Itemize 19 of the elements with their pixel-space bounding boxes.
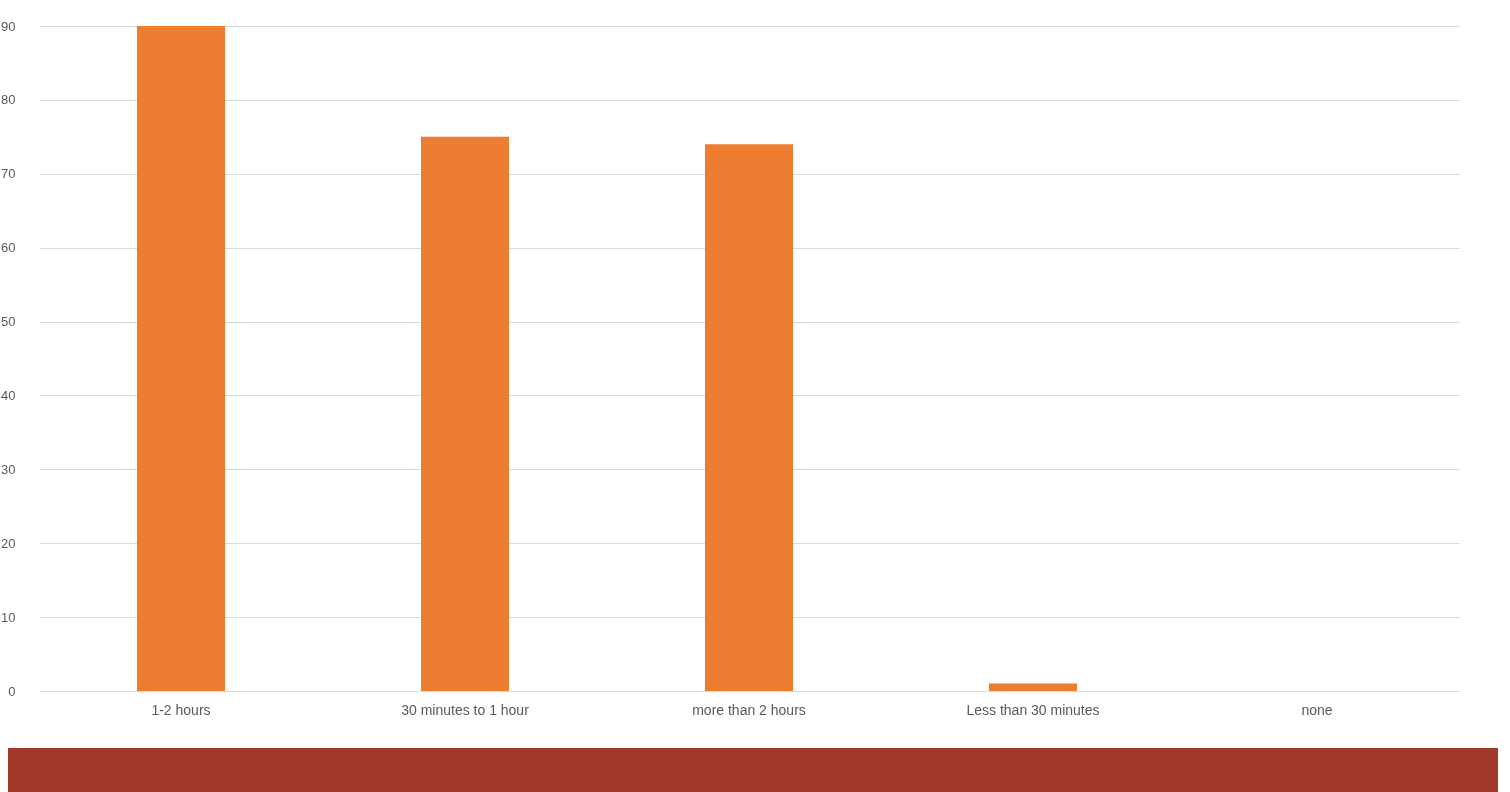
y-tick-label: 10 [1, 609, 16, 625]
y-tick-label: 30 [1, 461, 16, 477]
x-tick-label: more than 2 hours [692, 701, 806, 718]
y-tick-label: 80 [1, 92, 16, 108]
y-tick-label: 0 [8, 683, 16, 699]
x-tick-label: none [1301, 701, 1333, 718]
bar [988, 683, 1078, 691]
y-tick-label: 50 [1, 314, 16, 330]
bar [704, 144, 794, 691]
x-tick-label: Less than 30 minutes [966, 701, 1100, 718]
y-tick-label: 40 [1, 387, 16, 403]
y-tick-label: 70 [1, 166, 16, 182]
bar [136, 26, 226, 691]
x-tick-label: 1-2 hours [151, 701, 211, 718]
bar [420, 136, 510, 691]
x-tick-label: 30 minutes to 1 hour [401, 701, 530, 718]
y-tick-label: 20 [1, 535, 16, 551]
y-tick-label: 60 [1, 240, 16, 256]
y-tick-label: 90 [1, 18, 16, 34]
